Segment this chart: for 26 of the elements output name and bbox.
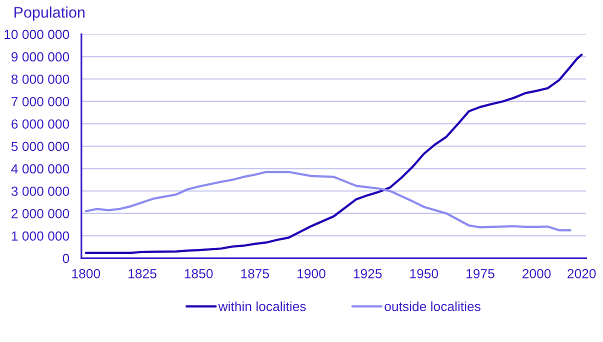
x-tick-label: 1925: [354, 268, 382, 278]
line-series: [84, 170, 572, 232]
y-tick-label: 6 000 000: [12, 119, 70, 129]
x-tick-label: 1950: [410, 268, 438, 278]
y-tick-label: 2 000 000: [12, 208, 70, 218]
legend-label: within localities: [218, 301, 306, 312]
x-tick-label: 2020: [568, 268, 596, 278]
y-tick-label: 9 000 000: [12, 52, 70, 62]
x-tick-label: 1875: [241, 268, 270, 278]
y-tick-label: 7 000 000: [12, 96, 70, 106]
x-tick-label: 1800: [72, 268, 100, 278]
x-tick-label: 2000: [522, 268, 551, 278]
x-tick-label: 1825: [128, 268, 156, 278]
y-tick-label: 0: [62, 254, 70, 264]
x-tick-label: 1975: [466, 268, 494, 278]
legend-label: outside localities: [384, 301, 480, 312]
y-tick-label: 3 000 000: [11, 186, 70, 196]
line-series: [84, 54, 583, 254]
y-tick-label: 8 000 000: [11, 74, 70, 84]
x-tick-label: 1850: [184, 268, 213, 278]
y-tick-label: 5 000 000: [11, 142, 70, 152]
y-tick-label: 1 000 000: [12, 231, 70, 241]
x-tick-label: 1900: [298, 268, 326, 278]
y-axis-title: Population: [14, 6, 84, 21]
y-tick-label: 4 000 000: [11, 164, 70, 174]
y-tick-label: 10 000 000: [4, 30, 70, 40]
